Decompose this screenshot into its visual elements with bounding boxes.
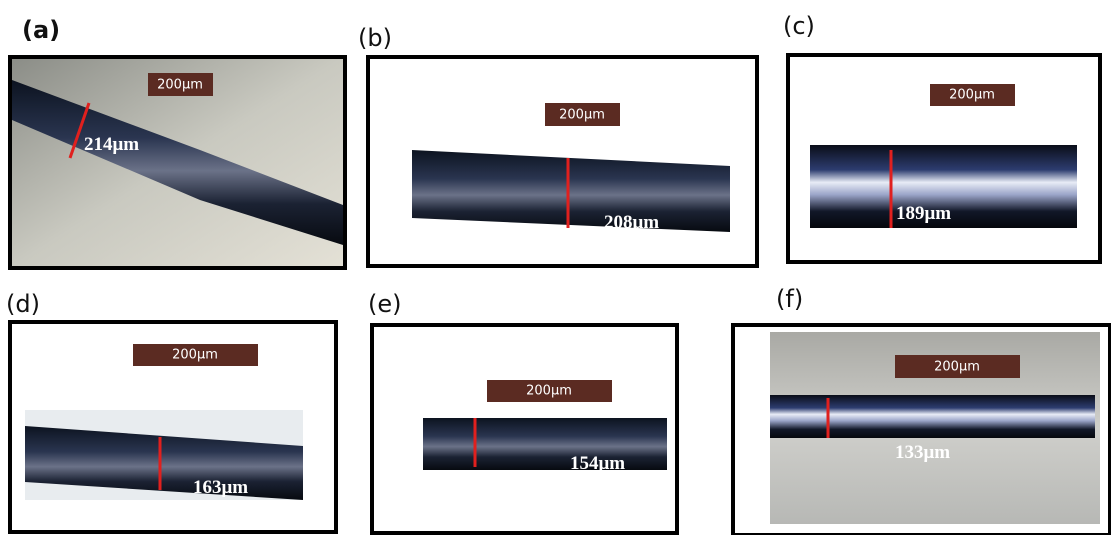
- scale-bar: [895, 355, 1020, 378]
- fiber: [810, 145, 1077, 228]
- frame: [786, 53, 1102, 264]
- panel-label: (b): [358, 24, 392, 52]
- scale-bar: [148, 73, 213, 96]
- scale-bar: [545, 103, 620, 126]
- measurement: 154μm: [570, 453, 625, 474]
- frame: [8, 55, 347, 270]
- scale-label: 200μm: [949, 88, 995, 103]
- panel-a: (a) 200μm 214μm: [8, 16, 347, 270]
- scale-label: 200μm: [559, 108, 605, 123]
- fiber: [412, 150, 730, 232]
- scale-label: 200μm: [934, 360, 980, 375]
- scale-label: 200μm: [157, 78, 203, 93]
- panel-label: (a): [22, 16, 60, 44]
- panel-c: (c) 200μm 189μm: [783, 12, 1102, 264]
- scale-bar: [930, 84, 1015, 106]
- panel-d: (d) 200μm 163μm: [6, 290, 338, 534]
- scale-label: 200μm: [526, 384, 572, 399]
- panel-f: (f) 200μm 133μm: [731, 285, 1111, 535]
- scale-label: 200μm: [172, 348, 218, 363]
- frame: [370, 323, 679, 535]
- measurement: 163μm: [193, 477, 248, 498]
- fiber: [25, 426, 303, 500]
- panel-label: (f): [776, 285, 803, 313]
- scale-bar: [487, 380, 612, 402]
- panel-label: (d): [6, 290, 40, 318]
- panel-label: (c): [783, 12, 815, 40]
- measurement: 208μm: [604, 212, 659, 233]
- frame: [366, 55, 759, 268]
- panel-b: (b) 200μm 208μm: [358, 24, 759, 268]
- measurement: 189μm: [896, 203, 951, 224]
- scale-bar: [133, 344, 258, 366]
- fiber: [423, 418, 667, 470]
- measurement: 133μm: [895, 442, 950, 463]
- fiber: [770, 395, 1095, 438]
- panel-label: (e): [368, 290, 402, 318]
- frame: [8, 320, 338, 534]
- fiber: [12, 80, 343, 245]
- panel-e: (e) 200μm 154μm: [368, 290, 679, 535]
- measure-line: [68, 102, 91, 159]
- frame: [731, 323, 1111, 535]
- measurement: 214μm: [84, 134, 139, 155]
